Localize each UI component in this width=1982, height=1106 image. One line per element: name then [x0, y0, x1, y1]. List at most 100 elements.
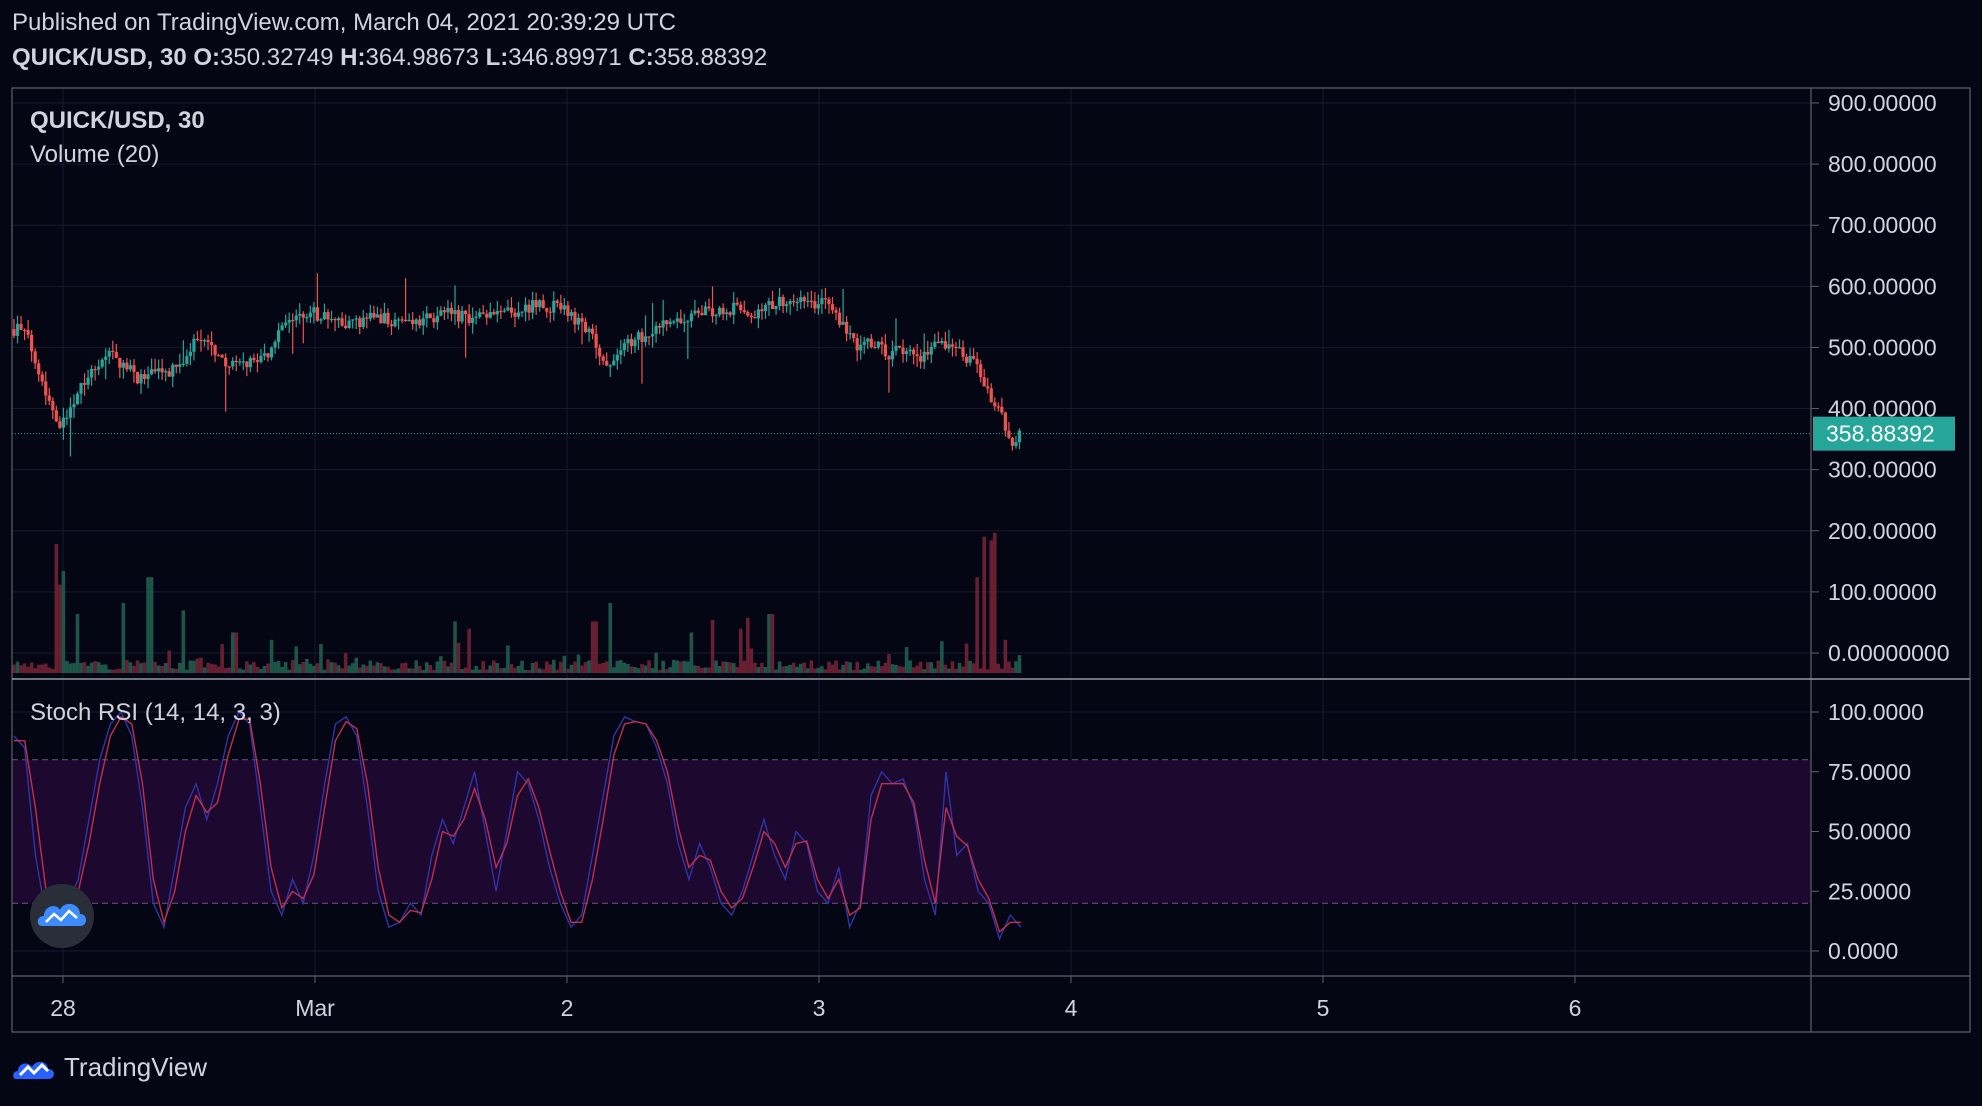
candle-body: [435, 315, 439, 323]
volume-bar: [297, 664, 302, 673]
candle-body: [732, 302, 736, 315]
candle-body: [107, 350, 111, 357]
volume-bar: [467, 628, 471, 673]
candle-body: [319, 319, 323, 321]
volume-bar: [273, 661, 277, 673]
volume-bar: [760, 662, 764, 673]
volume-bar: [876, 660, 881, 673]
candle-body: [368, 312, 372, 319]
volume-bar: [424, 662, 429, 673]
candle-body: [718, 307, 722, 315]
candle-body: [12, 329, 16, 336]
volume-bar: [918, 661, 923, 673]
candle-body: [340, 318, 344, 326]
volume-bar: [668, 667, 673, 673]
volume-bar: [308, 663, 313, 673]
volume-bar: [841, 664, 845, 673]
volume-bar: [283, 662, 288, 673]
high-value: 364.98673: [365, 44, 479, 71]
volume-bar: [1017, 655, 1022, 673]
candle-body: [837, 312, 842, 325]
volume-bar: [622, 662, 627, 673]
candle-body: [460, 310, 464, 322]
candle-body: [82, 383, 87, 385]
volume-bar: [400, 663, 404, 673]
volume-bar: [869, 666, 874, 673]
volume-bar: [940, 641, 944, 673]
volume-bar: [562, 655, 567, 673]
candle-body: [449, 307, 454, 315]
candle-body: [922, 351, 926, 362]
candle-body: [661, 320, 665, 328]
candle-body: [509, 307, 514, 313]
volume-bar: [523, 670, 528, 673]
candle-body: [696, 310, 701, 313]
volume-bar: [611, 667, 616, 673]
candle-body: [301, 313, 305, 318]
volume-bar: [964, 643, 969, 673]
candle-body: [658, 325, 662, 328]
volume-bar: [894, 664, 898, 673]
volume-bar: [93, 661, 97, 673]
candle-body: [700, 312, 704, 316]
candle-body: [590, 328, 595, 334]
volume-bar: [82, 662, 87, 673]
volume-bar: [749, 648, 754, 673]
candle-body: [181, 363, 185, 366]
volume-bar: [153, 661, 157, 673]
volume-bar: [213, 664, 217, 673]
tradingview-brand[interactable]: TradingView: [12, 1052, 207, 1083]
volume-bar: [996, 663, 1001, 673]
volume-bar: [121, 603, 126, 673]
candle-body: [344, 325, 348, 329]
candle-body: [957, 347, 962, 349]
volume-title: Volume (20): [30, 141, 159, 168]
candle-body: [615, 354, 619, 361]
candle-body: [195, 338, 200, 341]
axis-labels: QUICK/USD, 30 Volume (20) Stoch RSI (14, 1…: [30, 90, 1955, 1021]
volume-bar: [336, 665, 341, 673]
candle-body: [633, 339, 637, 347]
volume-bar: [664, 669, 669, 673]
volume-bar: [350, 663, 355, 673]
candle-body: [227, 366, 231, 368]
volume-bar: [185, 669, 189, 673]
candle-body: [527, 304, 531, 313]
volume-bar: [163, 663, 168, 673]
volume-bar: [527, 669, 531, 673]
price-tick-label: 600.00000: [1828, 273, 1937, 299]
candle-body: [128, 365, 133, 370]
candle-body: [209, 342, 214, 346]
volume-bar: [989, 540, 994, 673]
volume-bar: [89, 662, 94, 673]
volume-bar: [54, 544, 59, 673]
volume-bar: [534, 661, 538, 673]
candle-body: [901, 347, 905, 355]
volume-bar: [1007, 661, 1011, 673]
volume-bar: [188, 660, 193, 673]
candle-body: [845, 321, 849, 334]
candle-body: [245, 361, 249, 368]
candle-body: [703, 306, 708, 316]
candle-body: [287, 320, 291, 323]
candle-body: [347, 320, 351, 329]
candle-body: [37, 363, 41, 375]
volume-bar: [202, 667, 207, 673]
volume-bar: [643, 665, 648, 673]
candle-body: [531, 300, 535, 313]
volume-bar: [19, 665, 23, 673]
volume-bar: [735, 666, 740, 673]
candle-body: [90, 369, 94, 378]
volume-bar: [975, 577, 979, 673]
candle-body: [799, 297, 803, 302]
volume-bar: [883, 662, 888, 673]
volume-bar: [312, 665, 316, 673]
candle-body: [404, 319, 408, 322]
price-tick-label: 500.00000: [1828, 334, 1937, 360]
candle-body: [160, 368, 164, 373]
volume-bar: [280, 666, 284, 673]
volume-bar: [647, 660, 651, 673]
volume-bar: [721, 661, 725, 673]
candle-body: [284, 322, 288, 326]
